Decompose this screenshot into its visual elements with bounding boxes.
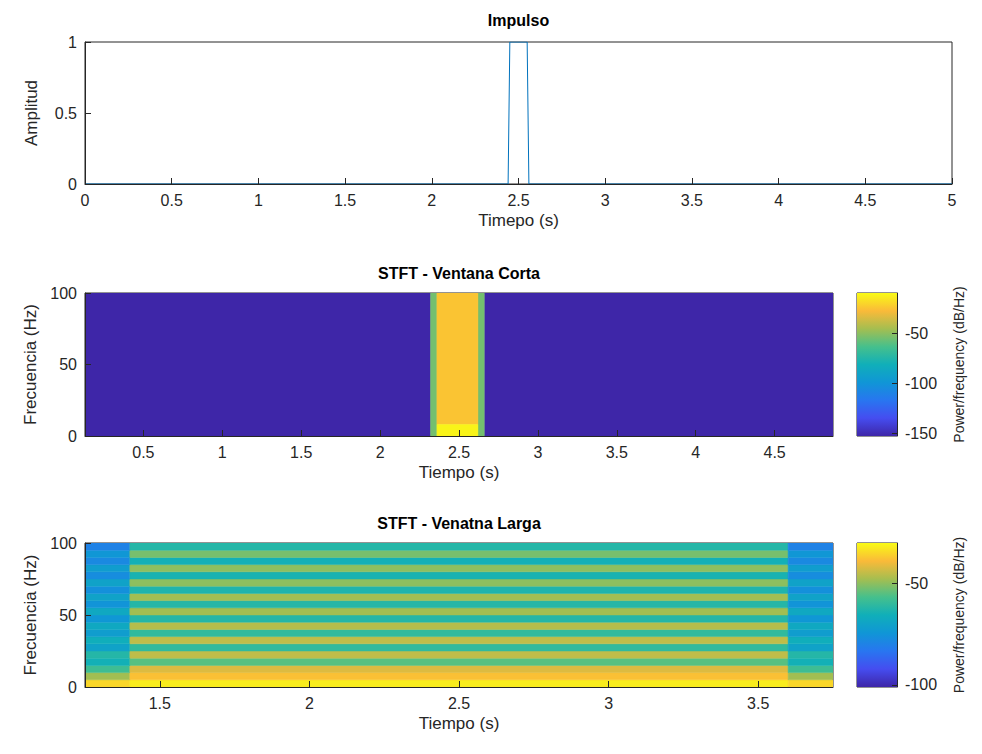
svg-text:4.5: 4.5: [854, 192, 876, 209]
svg-text:100: 100: [50, 535, 77, 552]
svg-text:Impulso: Impulso: [488, 12, 550, 29]
svg-text:3.5: 3.5: [681, 192, 703, 209]
svg-text:-150: -150: [905, 425, 937, 442]
svg-text:Tiempo (s): Tiempo (s): [419, 463, 500, 482]
svg-text:4.5: 4.5: [763, 444, 785, 461]
svg-text:3.5: 3.5: [606, 444, 628, 461]
svg-text:3.5: 3.5: [747, 695, 769, 712]
svg-text:-100: -100: [905, 676, 937, 693]
svg-text:0: 0: [81, 192, 90, 209]
svg-text:1: 1: [218, 444, 227, 461]
svg-text:0.5: 0.5: [161, 192, 183, 209]
svg-text:Power/frequency (dB/Hz): Power/frequency (dB/Hz): [951, 286, 967, 442]
svg-text:0: 0: [68, 679, 77, 696]
svg-text:4: 4: [774, 192, 783, 209]
svg-text:0: 0: [68, 428, 77, 445]
svg-text:-100: -100: [905, 375, 937, 392]
svg-text:50: 50: [59, 356, 77, 373]
svg-text:Amplitud: Amplitud: [22, 80, 41, 146]
svg-text:2.5: 2.5: [448, 444, 470, 461]
svg-text:2: 2: [427, 192, 436, 209]
svg-text:2.5: 2.5: [448, 695, 470, 712]
svg-text:1.5: 1.5: [149, 695, 171, 712]
svg-text:3: 3: [533, 444, 542, 461]
svg-text:1.5: 1.5: [334, 192, 356, 209]
svg-text:STFT - Venatna Larga: STFT - Venatna Larga: [377, 515, 541, 532]
svg-text:4: 4: [691, 444, 700, 461]
svg-text:Frecuencia (Hz): Frecuencia (Hz): [21, 304, 40, 425]
svg-text:1: 1: [254, 192, 263, 209]
svg-text:Frecuencia (Hz): Frecuencia (Hz): [21, 555, 40, 676]
svg-text:1.5: 1.5: [290, 444, 312, 461]
svg-text:100: 100: [50, 285, 77, 302]
svg-text:Power/frequency (dB/Hz): Power/frequency (dB/Hz): [951, 537, 967, 693]
svg-text:-50: -50: [905, 575, 928, 592]
svg-text:Timepo (s): Timepo (s): [478, 211, 559, 230]
svg-text:2: 2: [376, 444, 385, 461]
svg-text:Tiempo (s): Tiempo (s): [419, 714, 500, 733]
svg-text:1: 1: [68, 34, 77, 51]
svg-text:0: 0: [68, 176, 77, 193]
svg-text:2.5: 2.5: [507, 192, 529, 209]
svg-text:50: 50: [59, 607, 77, 624]
svg-text:0.5: 0.5: [55, 105, 77, 122]
svg-text:3: 3: [604, 695, 613, 712]
svg-text:-50: -50: [905, 325, 928, 342]
svg-text:2: 2: [305, 695, 314, 712]
svg-text:5: 5: [948, 192, 957, 209]
svg-text:0.5: 0.5: [132, 444, 154, 461]
svg-text:STFT - Ventana Corta: STFT - Ventana Corta: [378, 265, 540, 282]
svg-text:3: 3: [601, 192, 610, 209]
